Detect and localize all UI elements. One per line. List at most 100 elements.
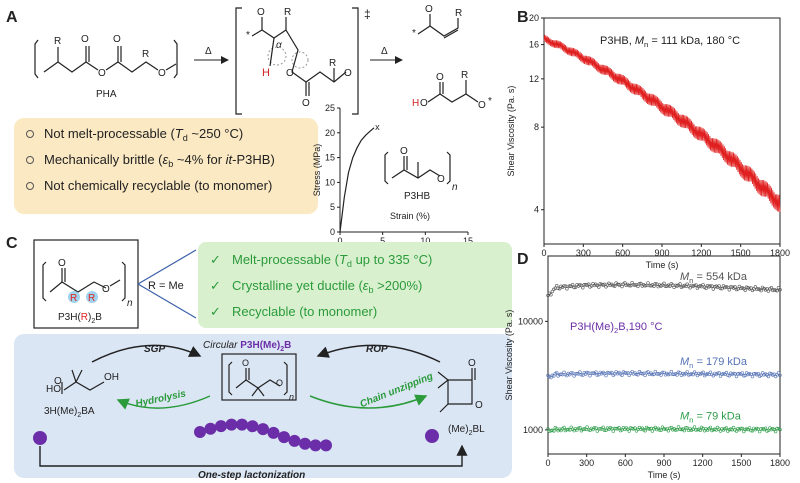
series-point — [601, 425, 605, 429]
series-point — [582, 427, 586, 431]
pha-label: PHA — [96, 89, 117, 100]
bead-acid — [33, 431, 47, 445]
svg-text:n: n — [127, 298, 133, 309]
lactonization-label: One-step lactonization — [198, 470, 305, 481]
series-point — [650, 372, 655, 377]
series-point — [669, 369, 673, 374]
bead — [236, 418, 248, 431]
series-line-p3hb — [543, 34, 781, 213]
chart-d-title: P3H(Me)2B,190 °C — [570, 321, 662, 335]
circular-polymer: Circular P3H(Me)2B O O n — [203, 340, 297, 402]
series-point — [711, 374, 715, 378]
circular-title: Circular P3H(Me)2B — [203, 340, 291, 353]
sgp-label: SGP — [144, 344, 165, 355]
series-point — [636, 284, 640, 289]
benefit-item: Melt-processable (Td up to 335 °C) — [232, 252, 432, 269]
series-point — [691, 372, 695, 377]
panel-label-b: B — [517, 9, 529, 26]
lactone-label: (Me)2BL — [448, 424, 485, 437]
p3hb-inset-structure: O O n P3HB — [384, 146, 458, 202]
series-point — [727, 288, 731, 292]
y-tick-label: 15 — [325, 153, 335, 163]
delta-label-1: Δ — [205, 46, 212, 57]
p3hr2b-label: P3H(R)2B — [58, 312, 102, 325]
series-point — [617, 426, 621, 430]
series-point — [556, 286, 560, 290]
series-point — [686, 373, 691, 377]
series-point — [557, 287, 562, 291]
svg-text:R: R — [142, 49, 149, 60]
svg-text:O: O — [257, 7, 265, 18]
series-point — [775, 426, 779, 431]
svg-text:O: O — [98, 68, 106, 79]
series-point — [747, 426, 752, 430]
y-tick-label: 20 — [529, 13, 539, 23]
series-point — [692, 425, 697, 429]
svg-text:OH: OH — [104, 372, 119, 383]
bullet-icon — [26, 182, 34, 190]
series-point — [562, 425, 566, 430]
r-equals-me: R = Me — [148, 280, 184, 292]
series-point — [636, 373, 640, 377]
series-point — [643, 284, 647, 288]
series-point — [646, 370, 650, 374]
series-point — [727, 374, 731, 378]
svg-text:R: R — [54, 36, 61, 47]
series-point — [682, 428, 686, 433]
series-point — [715, 371, 720, 375]
svg-text:O: O — [437, 174, 445, 185]
hydrolysis-arrow — [116, 395, 211, 410]
series-point — [749, 428, 753, 433]
series-point — [734, 429, 739, 433]
check-icon: ✓ — [210, 305, 221, 320]
series-point — [614, 426, 618, 431]
polymer-bead-chain — [194, 418, 332, 452]
x-tick-label: 1800 — [770, 248, 790, 258]
series-point — [663, 284, 668, 288]
series-point — [775, 289, 779, 293]
svg-text:α: α — [276, 40, 282, 51]
p3hr2b-structure-box: O R R O n P3H(R)2B — [33, 239, 139, 329]
series-point — [776, 371, 781, 375]
series-point — [718, 374, 723, 378]
product-crotonate: * O R — [412, 4, 462, 39]
bead — [246, 420, 259, 433]
svg-text:O: O — [102, 284, 110, 295]
series-point — [620, 373, 624, 377]
series-point — [570, 371, 575, 375]
drawbacks-list: Not melt-processable (Td ~250 °C) Mechani… — [26, 126, 275, 193]
series-point — [591, 371, 595, 375]
svg-text:n: n — [452, 182, 458, 193]
svg-text:HO: HO — [46, 384, 61, 395]
series-point — [757, 429, 762, 434]
benefits-list: ✓ Melt-processable (Td up to 335 °C) ✓ Crys… — [210, 252, 432, 320]
series-point — [666, 429, 671, 433]
series-point — [604, 373, 608, 378]
series-point — [776, 286, 781, 290]
series-point — [627, 283, 631, 288]
series-point — [633, 426, 637, 430]
svg-text:O: O — [478, 100, 486, 111]
series-point — [594, 370, 598, 374]
bead — [257, 423, 269, 436]
series-point — [585, 425, 589, 429]
svg-text:O: O — [420, 98, 428, 109]
series-point — [578, 426, 582, 430]
series-point — [650, 429, 655, 433]
series-point — [778, 373, 782, 377]
series-point — [647, 427, 652, 431]
series-point — [598, 427, 602, 431]
viscosity-chart-b: 0 300 600 900 1200 1500 1800 4 8 12 16 20 Time (s) Sh… — [506, 13, 790, 270]
series-point — [659, 428, 663, 432]
series-label: Mn = 179 kDa — [680, 356, 748, 370]
y-tick-label: 0 — [330, 227, 335, 237]
x-tick-label: 300 — [576, 248, 591, 258]
svg-text:R: R — [284, 7, 291, 18]
series-point — [554, 371, 559, 375]
series-point — [711, 287, 715, 291]
series-point — [773, 429, 778, 434]
series-point — [778, 427, 782, 432]
bead — [194, 426, 206, 438]
series-point — [562, 284, 566, 288]
inset-polymer-label: P3HB — [404, 191, 430, 202]
